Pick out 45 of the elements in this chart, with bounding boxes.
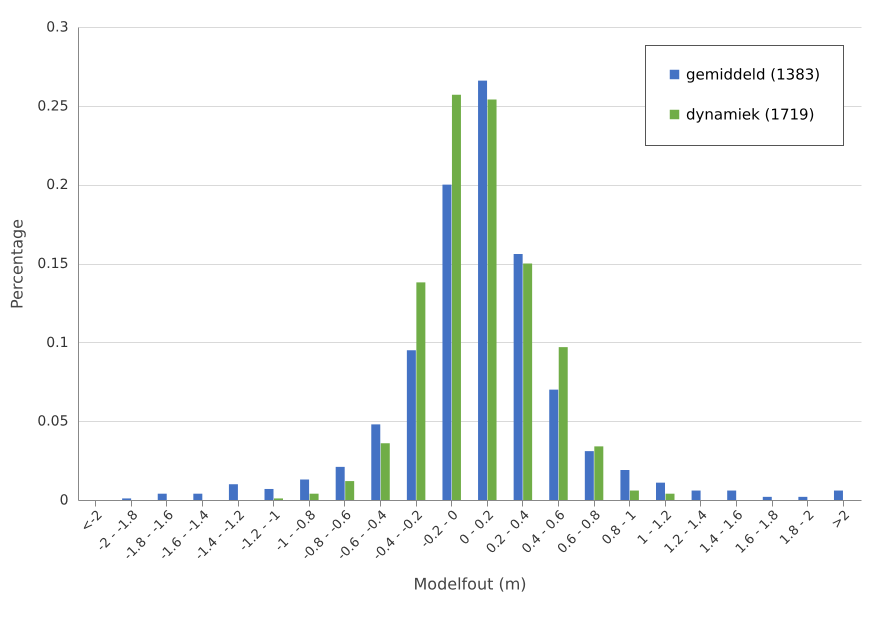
y-tick-label: 0.15 (37, 256, 68, 272)
x-tick-label: <-2 (78, 508, 106, 536)
bar (336, 466, 345, 500)
bar (264, 488, 274, 500)
bar (488, 100, 497, 500)
bar (310, 494, 319, 500)
y-axis-title: Percentage (7, 218, 26, 310)
y-tick-label: 0.2 (46, 177, 68, 194)
bar (406, 350, 416, 500)
bar (762, 496, 772, 500)
x-tick-label: >2 (828, 508, 854, 532)
bar (692, 490, 701, 500)
legend-label: gemiddeld (1383) (686, 66, 820, 84)
x-tick-label: 1.8 - 2 (777, 508, 818, 548)
bar (514, 254, 523, 500)
bar (300, 480, 310, 500)
bar (523, 264, 532, 500)
bar (380, 443, 390, 500)
bar (584, 451, 594, 500)
x-axis-title: Modelfout (m) (413, 574, 527, 594)
bar (193, 494, 202, 500)
legend-label: dynamiek (1719) (686, 106, 814, 124)
bar (158, 494, 167, 500)
bar (594, 446, 604, 500)
bar (630, 490, 639, 500)
bar (727, 490, 736, 500)
bar (558, 347, 568, 500)
bar (798, 496, 808, 500)
bar (416, 282, 426, 500)
y-tick-label: 0 (60, 492, 68, 508)
bar (656, 482, 666, 500)
bar (549, 390, 558, 500)
y-tick-label: 0.3 (46, 20, 68, 36)
y-tick-label: 0.1 (46, 334, 68, 351)
bar (452, 94, 461, 500)
y-tick-label: 0.25 (37, 98, 68, 114)
bar (228, 484, 238, 500)
y-tick-label: 0.05 (37, 414, 68, 430)
bar (665, 494, 674, 500)
bar (371, 424, 380, 500)
bar (834, 490, 843, 500)
bar (478, 80, 488, 500)
bar (442, 184, 452, 500)
bar (345, 481, 354, 500)
bar (620, 470, 630, 500)
